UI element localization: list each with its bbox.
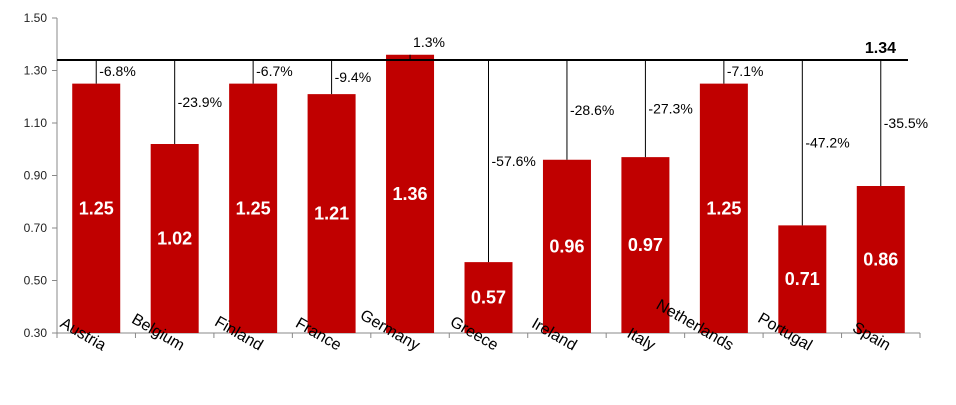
gap-percent-label: 1.3% [413, 34, 445, 50]
bar-value-label: 0.86 [863, 250, 898, 270]
bar-value-label: 0.57 [471, 288, 506, 308]
y-tick-label: 1.30 [24, 64, 48, 78]
bar-value-label: 0.71 [785, 269, 820, 289]
chart-axes: 0.30 0.50 0.70 0.90 1.10 1.30 1.50 [24, 11, 921, 340]
bar [856, 186, 905, 333]
y-tick-label: 0.90 [24, 169, 48, 183]
bar [699, 83, 748, 333]
bar [621, 157, 670, 333]
gap-percent-label: -9.4% [335, 69, 372, 85]
y-tick-label: 1.50 [24, 11, 48, 25]
gap-percent-label: -6.7% [256, 63, 293, 79]
bar [464, 262, 513, 333]
gap-percent-label: -28.6% [570, 102, 614, 118]
bar [307, 94, 356, 333]
bar [150, 144, 199, 333]
gap-percent-label: -6.8% [99, 63, 136, 79]
bar-value-label: 0.96 [549, 236, 584, 256]
bar [72, 83, 121, 333]
gap-connectors [95, 54, 882, 263]
bar-value-label: 1.25 [236, 198, 271, 218]
y-tick-label: 1.10 [24, 116, 48, 130]
bar-value-label: 1.25 [706, 198, 741, 218]
y-tick-label: 0.70 [24, 221, 48, 235]
y-tick-label: 0.30 [24, 326, 48, 340]
gap-percent-label: -27.3% [648, 101, 692, 117]
gap-percent-label: -47.2% [805, 135, 849, 151]
bar-value-label: 0.97 [628, 235, 663, 255]
bar [542, 159, 591, 333]
gap-percent-label: -23.9% [178, 94, 222, 110]
bar [229, 83, 278, 333]
y-tick-label: 0.50 [24, 274, 48, 288]
bar [778, 225, 827, 333]
gap-percent-label: -7.1% [727, 63, 764, 79]
bar-value-label: 1.36 [393, 184, 428, 204]
gap-percent-label: -35.5% [884, 115, 928, 131]
reference-label: 1.34 [865, 40, 896, 57]
bar [386, 54, 435, 333]
bar-value-label: 1.21 [314, 204, 349, 224]
bar-series [72, 54, 905, 333]
bar-value-label: 1.25 [79, 198, 114, 218]
bar-value-label: 1.02 [157, 229, 192, 249]
gap-percent-label: -57.6% [492, 153, 536, 169]
